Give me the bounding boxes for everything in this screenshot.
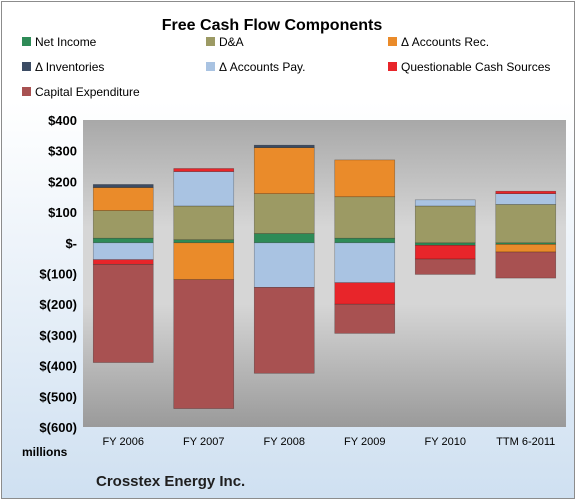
plot-area: [83, 120, 566, 427]
bar-segment-delta-inventories-fy-2006: [92, 184, 154, 188]
bar-segment-net-income-fy-2006: [92, 237, 154, 244]
x-tick-label: FY 2008: [264, 436, 305, 448]
legend-label: Δ Inventories: [35, 60, 104, 74]
bar-segment-delta-accounts-pay-ttm-6-2011: [495, 193, 557, 205]
legend-swatch: [206, 37, 215, 46]
bar-segment-capital-expenditure-fy-2006: [92, 263, 154, 363]
y-tick-label: $300: [48, 144, 77, 159]
x-axis: FY 2006 FY 2007 FY 2008 FY 2009 FY 2010 TTM 6…: [103, 436, 556, 448]
x-tick-label: FY 2009: [344, 436, 385, 448]
legend-item-net-income: Net Income: [22, 35, 97, 49]
legend-label: Δ Accounts Pay.: [219, 60, 306, 74]
legend-item-delta-accounts-pay: Δ Accounts Pay.: [206, 60, 306, 74]
bar-segment-delta-accounts-pay-fy-2008: [253, 242, 315, 288]
y-tick-label: $(100): [39, 267, 77, 282]
y-axis: $400 $300 $200 $100 $- $(100) $(200) $(300) $(40…: [39, 113, 77, 435]
chart-title: Free Cash Flow Components: [162, 17, 383, 34]
y-tick-label: $400: [48, 113, 77, 128]
x-tick-label: FY 2007: [183, 436, 224, 448]
bar-segment-danda-fy-2010: [414, 205, 476, 244]
bar-segment-danda-fy-2009: [334, 196, 396, 239]
bar-segment-danda-fy-2006: [92, 210, 154, 239]
bars-group: [92, 144, 557, 409]
legend-item-danda: D&A: [206, 35, 244, 49]
bar-segment-net-income-fy-2010: [414, 242, 476, 246]
bar-segment-delta-inventories-fy-2008: [253, 144, 315, 148]
bar-segment-danda-ttm-6-2011: [495, 204, 557, 244]
bar-segment-capital-expenditure-ttm-6-2011: [495, 251, 557, 279]
legend-label: Capital Expenditure: [35, 85, 140, 99]
bar-segment-delta-accounts-pay-fy-2007: [173, 171, 235, 207]
y-tick-label: $(500): [39, 389, 77, 404]
bar-segment-questionable-cash-sources-fy-2006: [92, 259, 154, 265]
y-tick-label: $200: [48, 174, 77, 189]
bar-segment-delta-accounts-rec-fy-2007: [173, 242, 235, 280]
legend-swatch: [22, 62, 31, 71]
bar-segment-capital-expenditure-fy-2008: [253, 287, 315, 374]
x-tick-label: FY 2006: [103, 436, 144, 448]
bar-segment-capital-expenditure-fy-2007: [173, 279, 235, 409]
bar-segment-delta-accounts-rec-fy-2009: [334, 159, 396, 198]
legend-item-questionable-cash-sources: Questionable Cash Sources: [388, 60, 550, 74]
x-tick-label: TTM 6-2011: [496, 436, 555, 448]
legend-label: D&A: [219, 35, 244, 49]
bar-segment-questionable-cash-sources-ttm-6-2011: [495, 190, 557, 194]
legend-swatch: [206, 62, 215, 71]
bar-segment-questionable-cash-sources-fy-2010: [414, 244, 476, 260]
legend-label: Questionable Cash Sources: [401, 60, 550, 74]
y-tick-label: $100: [48, 205, 77, 220]
company-name: Crosstex Energy Inc.: [96, 473, 245, 490]
bar-segment-delta-accounts-pay-fy-2009: [334, 242, 396, 284]
bar-segment-danda-fy-2007: [173, 205, 235, 241]
bar-segment-questionable-cash-sources-fy-2007: [173, 168, 235, 172]
legend-item-delta-accounts-rec: Δ Accounts Rec.: [388, 35, 489, 49]
bar-segment-capital-expenditure-fy-2010: [414, 258, 476, 275]
legend-swatch: [388, 62, 397, 71]
legend-swatch: [22, 37, 31, 46]
bar-segment-net-income-fy-2007: [173, 239, 235, 244]
legend-label: Net Income: [35, 35, 97, 49]
y-tick-label: $(300): [39, 328, 77, 343]
bar-segment-delta-accounts-rec-fy-2006: [92, 187, 154, 211]
y-tick-label: $(200): [39, 297, 77, 312]
bar-segment-capital-expenditure-fy-2009: [334, 303, 396, 334]
legend-label: Δ Accounts Rec.: [401, 35, 489, 49]
legend-swatch: [22, 87, 31, 96]
bar-segment-net-income-fy-2009: [334, 237, 396, 244]
bar-segment-net-income-fy-2008: [253, 233, 315, 244]
legend-swatch: [388, 37, 397, 46]
y-tick-label: $(400): [39, 359, 77, 374]
x-tick-label: FY 2010: [425, 436, 466, 448]
legend-item-delta-inventories: Δ Inventories: [22, 60, 104, 74]
legend: Net Income D&A Δ Accounts Rec. Δ Inventorie…: [22, 35, 550, 99]
legend-item-capital-expenditure: Capital Expenditure: [22, 85, 140, 99]
y-tick-label: $(600): [39, 420, 77, 435]
bar-segment-danda-fy-2008: [253, 193, 315, 234]
bar-segment-questionable-cash-sources-fy-2009: [334, 282, 396, 305]
bar-segment-delta-accounts-pay-fy-2010: [414, 199, 476, 207]
y-tick-label: $-: [65, 236, 77, 251]
bar-segment-delta-accounts-pay-fy-2006: [92, 242, 154, 260]
units-label: millions: [22, 445, 68, 459]
bar-segment-delta-accounts-rec-fy-2008: [253, 147, 315, 194]
bar-segment-delta-accounts-rec-ttm-6-2011: [495, 244, 557, 253]
